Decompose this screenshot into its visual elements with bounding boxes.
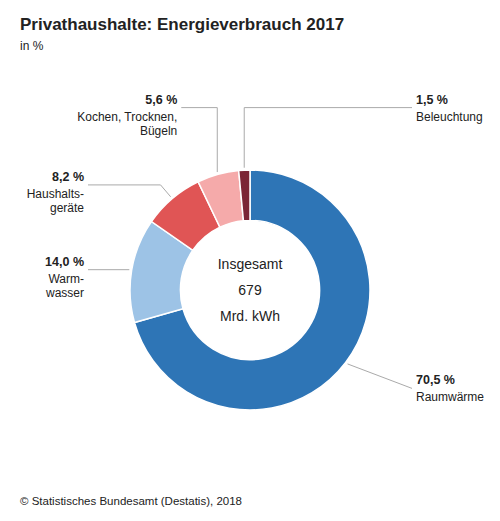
category-label: Kochen, Trocknen,Bügeln bbox=[77, 110, 177, 138]
leader-line bbox=[181, 108, 217, 172]
category-label: Raumwärme bbox=[416, 390, 484, 404]
chart: Privathaushalte: Energieverbrauch 2017 in… bbox=[0, 0, 500, 521]
slice bbox=[239, 170, 250, 221]
data-label: 8,2 % bbox=[52, 170, 84, 184]
data-label: 70,5 % bbox=[416, 373, 455, 387]
title: Privathaushalte: Energieverbrauch 2017 bbox=[20, 15, 344, 34]
center-text: Mrd. kWh bbox=[220, 308, 280, 324]
data-label: 14,0 % bbox=[45, 255, 84, 269]
slices bbox=[130, 170, 370, 410]
category-label: Haushalts-geräte bbox=[27, 187, 85, 215]
data-label: 5,6 % bbox=[145, 93, 177, 107]
category-label: Warm-wasser bbox=[45, 272, 84, 300]
subtitle: in % bbox=[20, 39, 44, 53]
center-text: Insgesamt bbox=[218, 256, 283, 272]
category-label: Beleuchtung bbox=[416, 110, 483, 124]
footer: © Statistisches Bundesamt (Destatis), 20… bbox=[20, 495, 242, 507]
data-label: 1,5 % bbox=[416, 93, 448, 107]
leader-line bbox=[88, 269, 129, 270]
slice bbox=[198, 171, 243, 228]
leader-line bbox=[348, 364, 412, 388]
leader-line bbox=[88, 185, 171, 197]
leader-line bbox=[244, 108, 412, 168]
labels: 70,5 % Raumwärme 14,0 % Warm-wasser 8,2 % Hau… bbox=[27, 93, 485, 405]
center-text: 679 bbox=[238, 282, 262, 298]
